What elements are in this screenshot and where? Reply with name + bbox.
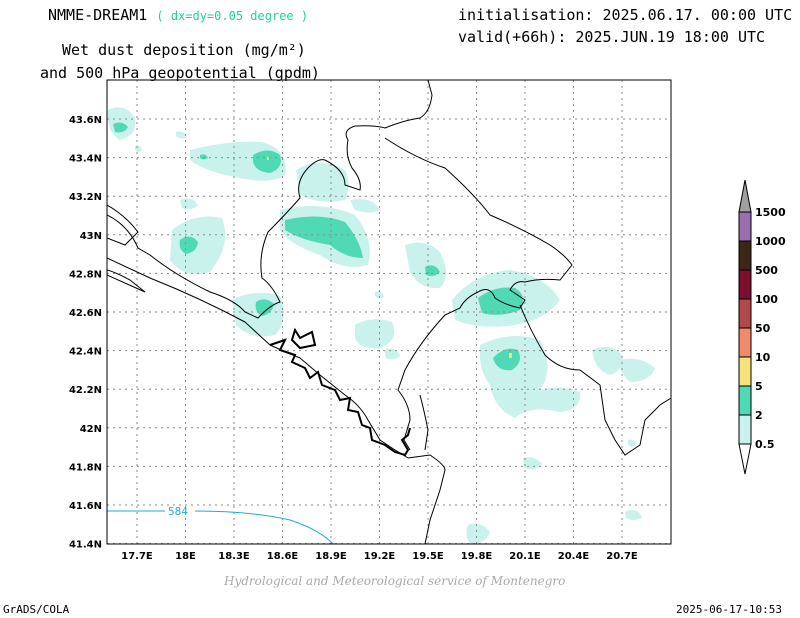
lat-tick-label: 42.4N bbox=[69, 347, 102, 358]
lat-tick-label: 41.8N bbox=[69, 462, 102, 473]
legend-level-label: 0.5 bbox=[755, 438, 775, 451]
lat-lon-grid bbox=[107, 80, 671, 545]
initialisation-time: initialisation: 2025.06.17. 00:00 UTC bbox=[458, 6, 793, 24]
lon-tick-label: 19.5E bbox=[412, 551, 444, 562]
map-frame bbox=[106, 79, 672, 545]
legend-swatch bbox=[738, 269, 752, 300]
geopotential-contour-584 bbox=[107, 510, 334, 544]
legend-swatch bbox=[738, 298, 752, 329]
lon-tick-label: 18E bbox=[175, 551, 196, 562]
lon-tick-label: 18.9E bbox=[315, 551, 347, 562]
contour-label-584: 584 bbox=[168, 505, 188, 518]
legend-swatch bbox=[738, 385, 752, 416]
legend-level-label: 500 bbox=[755, 264, 778, 277]
legend-swatch bbox=[738, 414, 752, 445]
deposition-low-areas bbox=[107, 107, 655, 544]
lon-tick-label: 20.4E bbox=[558, 551, 590, 562]
lat-tick-label: 42.2N bbox=[69, 385, 102, 396]
lat-tick-label: 42.8N bbox=[69, 269, 102, 280]
footer-timestamp: 2025-06-17-10:53 bbox=[676, 603, 782, 616]
variable-title-line1: Wet dust deposition (mg/m²) bbox=[62, 41, 306, 59]
lon-tick-label: 20.7E bbox=[606, 551, 638, 562]
legend-level-label: 1000 bbox=[755, 235, 786, 248]
color-legend: 1500 1000 500 100 50 10 5 2 0.5 bbox=[738, 179, 786, 475]
lat-tick-label: 42N bbox=[80, 424, 102, 435]
credit-line: Hydrological and Meteorological service … bbox=[224, 574, 566, 588]
legend-level-label: 50 bbox=[755, 322, 771, 335]
lat-tick-label: 42.6N bbox=[69, 308, 102, 319]
legend-swatch bbox=[738, 356, 752, 387]
lon-tick-label: 17.7E bbox=[121, 551, 153, 562]
legend-level-label: 10 bbox=[755, 351, 771, 364]
lat-tick-label: 43N bbox=[80, 231, 102, 242]
model-name: NMME-DREAM1 bbox=[48, 6, 148, 24]
legend-swatch bbox=[738, 211, 752, 242]
legend-level-label: 5 bbox=[755, 380, 763, 393]
lon-tick-label: 18.3E bbox=[218, 551, 250, 562]
valid-time: valid(+66h): 2025.JUN.19 18:00 UTC bbox=[458, 28, 766, 46]
legend-arrow-bottom bbox=[738, 443, 752, 475]
lon-tick-label: 20.1E bbox=[509, 551, 541, 562]
footer-software: GrADS/COLA bbox=[3, 603, 70, 616]
lat-tick-label: 43.4N bbox=[69, 154, 102, 165]
lat-tick-label: 41.6N bbox=[69, 501, 102, 512]
model-title: NMME-DREAM1 ( dx=dy=0.05 degree ) bbox=[48, 6, 308, 24]
resolution-label: ( dx=dy=0.05 degree ) bbox=[156, 9, 309, 23]
lon-tick-label: 19.2E bbox=[364, 551, 396, 562]
legend-level-label: 2 bbox=[755, 409, 763, 422]
latitude-labels: 43.6N 43.4N 43.2N 43N 42.8N 42.6N 42.4N 42.2N 42… bbox=[69, 115, 102, 551]
legend-level-label: 100 bbox=[755, 293, 778, 306]
deposition-high-specks bbox=[267, 157, 512, 358]
lat-tick-label: 43.6N bbox=[69, 115, 102, 126]
lon-tick-label: 19.8E bbox=[461, 551, 493, 562]
deposition-field bbox=[107, 107, 655, 544]
legend-swatch bbox=[738, 240, 752, 271]
legend-arrow-top bbox=[738, 179, 752, 213]
longitude-labels: 17.7E 18E 18.3E 18.6E 18.9E 19.2E 19.5E 19.8E 20… bbox=[121, 551, 638, 562]
lon-tick-label: 18.6E bbox=[267, 551, 299, 562]
legend-swatch bbox=[738, 327, 752, 358]
lat-tick-label: 43.2N bbox=[69, 192, 102, 203]
montenegro-coastline bbox=[269, 327, 411, 457]
legend-level-label: 1500 bbox=[755, 206, 786, 219]
lat-tick-label: 41.4N bbox=[69, 540, 102, 551]
variable-title-line2: and 500 hPa geopotential (gpdm) bbox=[40, 64, 320, 82]
